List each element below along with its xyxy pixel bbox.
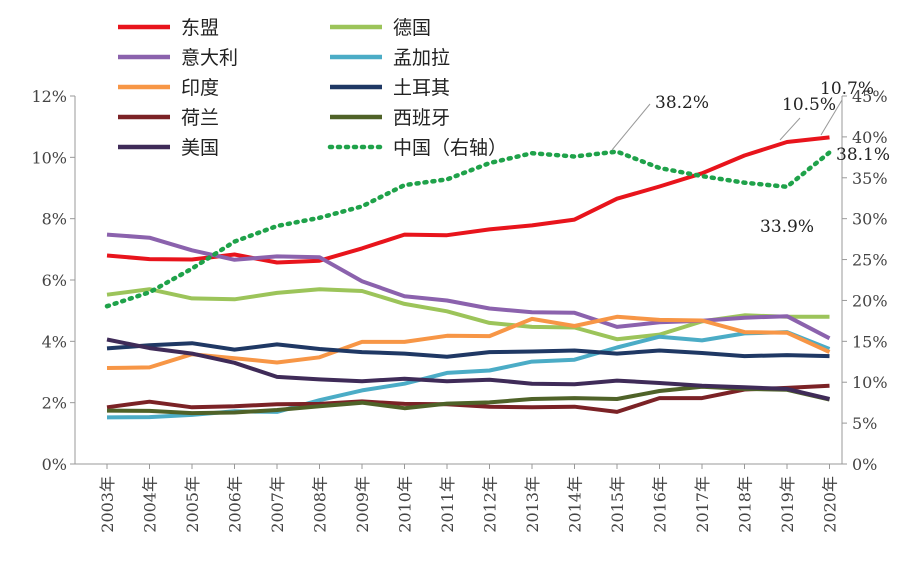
left-tick-label: 0%: [42, 455, 67, 474]
x-tick-label: 2008年: [311, 476, 330, 533]
legend-label: 美国: [181, 137, 219, 159]
x-tick-label: 2010年: [396, 476, 415, 533]
right-tick-label: 15%: [852, 332, 888, 351]
right-tick-label: 30%: [852, 210, 888, 229]
annotation-2020-asean: 10.7%: [820, 79, 874, 99]
series-line-7: [106, 384, 830, 416]
left-tick-label: 6%: [42, 271, 67, 290]
right-tick-label: 0%: [852, 455, 877, 474]
right-tick-label: 25%: [852, 251, 888, 270]
series-line-4: [106, 314, 831, 370]
right-tick-label: 5%: [852, 414, 877, 433]
x-tick-label: 2004年: [141, 476, 160, 533]
left-tick-label: 4%: [42, 332, 67, 351]
series-line-5: [106, 341, 830, 359]
x-tick-label: 2015年: [608, 476, 627, 533]
annotation-leader-2020-asean: [820, 99, 843, 136]
left-tick-label: 2%: [42, 394, 67, 413]
legend-label: 意大利: [181, 47, 238, 69]
left-tick-label: 10%: [31, 148, 67, 167]
annotation-2019-china: 33.9%: [760, 217, 814, 237]
x-tick-label: 2007年: [268, 476, 287, 533]
annotation-2020-china: 38.1%: [836, 145, 890, 165]
annotation-2019-asean: 10.5%: [782, 95, 836, 115]
x-tick-label: 2013年: [523, 476, 542, 533]
legend-label: 中国（右轴）: [393, 137, 507, 159]
x-tick-label: 2003年: [98, 476, 117, 533]
annotation-2015-china: 38.2%: [655, 93, 709, 113]
series-line-6: [106, 383, 830, 414]
x-tick-label: 2017年: [693, 476, 712, 533]
x-tick-label: 2016年: [651, 476, 670, 533]
x-tick-label: 2011年: [438, 476, 457, 533]
x-tick-label: 2009年: [353, 476, 372, 533]
legend-label: 印度: [181, 77, 219, 99]
right-axis-ticks: 0% 5% 10% 15% 20% 25% 30% 35% 40% 45%: [842, 87, 888, 474]
x-tick-label: 2020年: [821, 476, 840, 533]
legend-label: 东盟: [181, 17, 219, 39]
series-line-1: [106, 287, 830, 342]
x-axis-ticks: 2003年 2004年 2005年 2006年 2007年 2008年 2009年 2010年…: [98, 464, 840, 533]
annotation-leader-2015-china: [611, 103, 651, 151]
legend-label: 德国: [393, 17, 431, 39]
legend-label: 孟加拉: [393, 47, 450, 69]
annotation-leader-2019-asean: [779, 117, 801, 141]
right-tick-label: 40%: [852, 128, 888, 147]
x-tick-label: 2006年: [226, 476, 245, 533]
series-line-2: [106, 232, 831, 341]
series-line-9: [104, 149, 832, 309]
x-tick-label: 2012年: [481, 476, 500, 533]
right-tick-label: 20%: [852, 291, 888, 310]
series-line-8: [106, 337, 830, 401]
right-tick-label: 45%: [852, 87, 888, 106]
right-tick-label: 10%: [852, 373, 888, 392]
legend-label: 西班牙: [393, 107, 450, 129]
x-tick-label: 2019年: [778, 476, 797, 533]
legend-label: 土耳其: [393, 77, 450, 99]
left-tick-label: 8%: [42, 210, 67, 229]
x-tick-label: 2014年: [566, 476, 585, 533]
left-axis-ticks: 0% 2% 4% 6% 8% 10% 12%: [31, 87, 75, 474]
annotations: 38.2% 10.7% 10.5% 33.9% 38.1%: [611, 79, 890, 237]
left-tick-label: 12%: [31, 87, 67, 106]
right-tick-label: 35%: [852, 169, 888, 188]
series-lines: [104, 135, 832, 420]
legend-label: 荷兰: [181, 107, 219, 129]
series-line-0: [106, 135, 830, 265]
x-tick-label: 2018年: [736, 476, 755, 533]
x-tick-label: 2005年: [183, 476, 202, 533]
